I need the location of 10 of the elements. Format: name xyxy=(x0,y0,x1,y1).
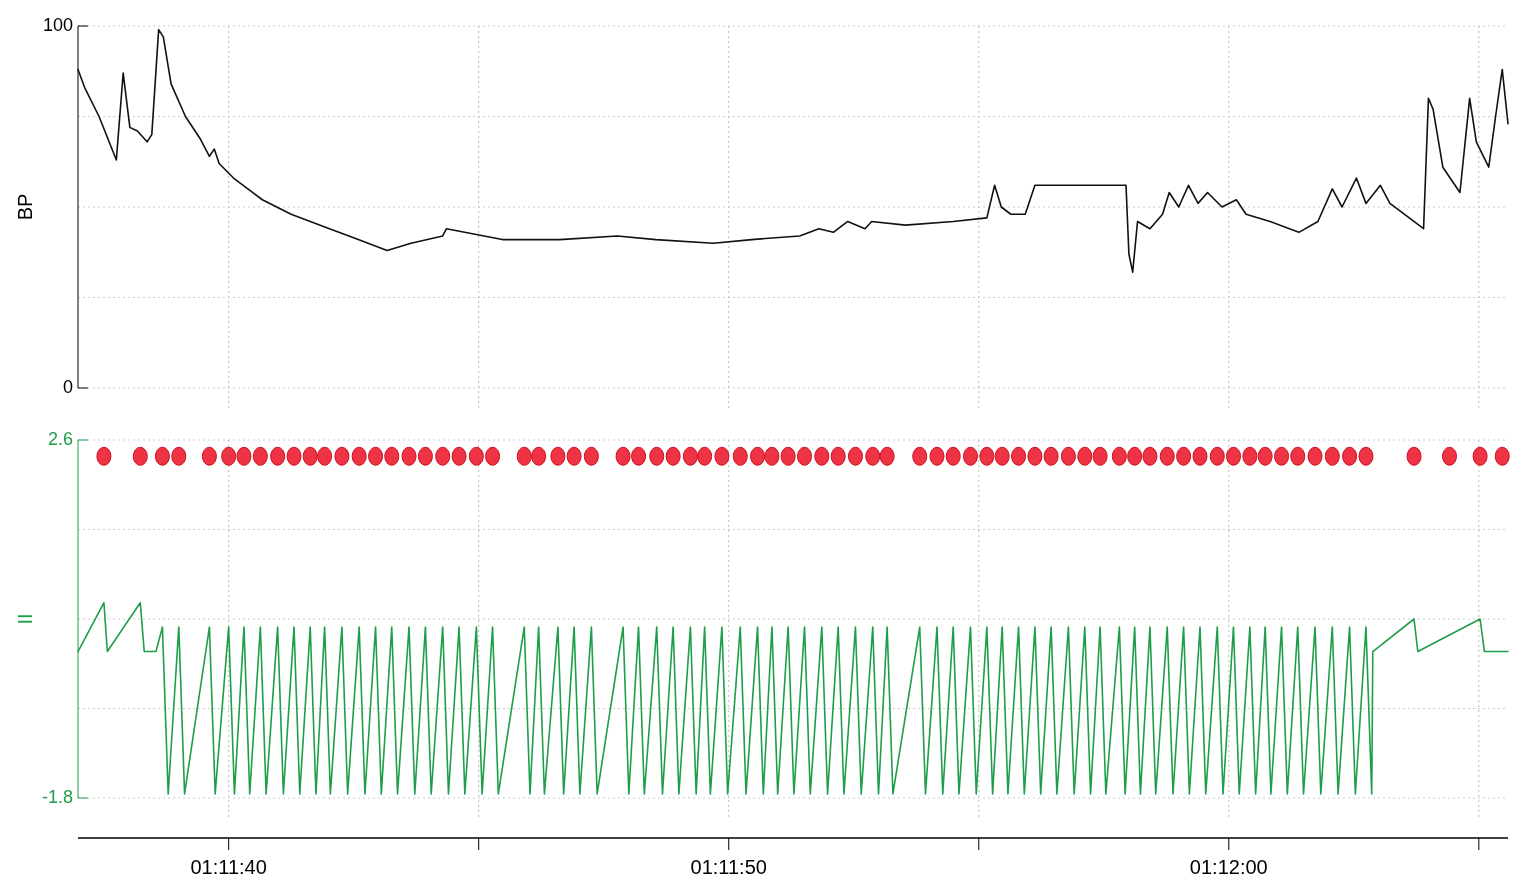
y-axis-title: II xyxy=(14,613,36,625)
x-tick-label: 01:11:40 xyxy=(190,856,267,878)
y-tick-label: -1.8 xyxy=(41,786,73,807)
line-series xyxy=(77,28,1509,273)
x-tick-label: 01:12:00 xyxy=(1189,856,1268,878)
y-tick-label: 2.6 xyxy=(47,428,73,449)
y-tick-label: 100 xyxy=(42,14,73,35)
x-tick-label: 01:11:50 xyxy=(690,856,767,878)
y-axis-title: BP xyxy=(14,193,36,221)
y-tick-label: 0 xyxy=(62,376,73,397)
